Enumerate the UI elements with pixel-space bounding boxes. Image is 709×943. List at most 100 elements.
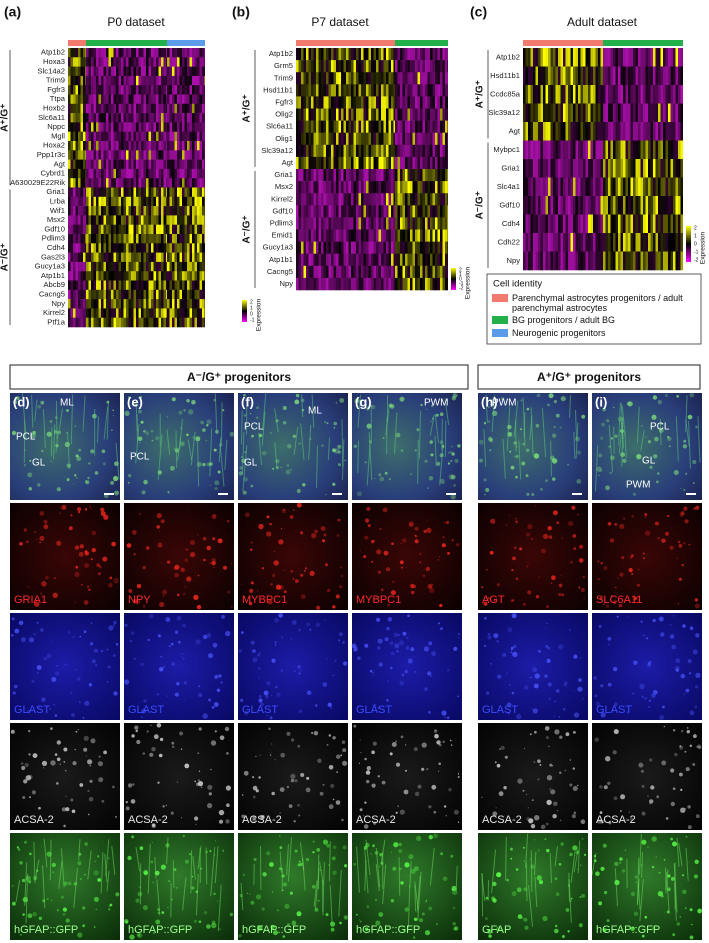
heatmap-cell — [68, 178, 71, 188]
heatmap-cell — [139, 85, 142, 95]
heatmap-cell — [156, 188, 159, 198]
heatmap-cell — [336, 181, 339, 193]
heatmap-cell — [329, 145, 332, 157]
region-label: ML — [308, 406, 322, 417]
heatmap-cell — [571, 252, 574, 271]
panel-letter: (e) — [127, 394, 143, 409]
heatmap-cell — [114, 271, 117, 281]
heatmap-cell — [538, 141, 541, 160]
heatmap-cell — [149, 95, 152, 105]
heatmap-cell — [643, 48, 646, 67]
heatmap-cell — [126, 67, 129, 77]
heatmap-cell — [89, 48, 92, 58]
heatmap-cell — [304, 217, 307, 229]
signal-speck — [24, 528, 27, 531]
heatmap-cell — [596, 104, 599, 123]
heatmap-cell — [166, 178, 167, 188]
heatmap-cell — [376, 121, 379, 133]
heatmap-cell — [296, 60, 299, 72]
heatmap-cell — [192, 57, 195, 67]
signal-speck — [65, 442, 70, 447]
heatmap-cell — [99, 225, 102, 235]
signal-speck — [79, 636, 81, 638]
heatmap-cell — [71, 215, 74, 225]
heatmap-cell — [144, 57, 147, 67]
signal-speck — [332, 736, 335, 739]
heatmap-cell — [336, 217, 339, 229]
heatmap-cell — [386, 266, 389, 278]
heatmap-cell — [381, 84, 384, 96]
heatmap-cell — [149, 188, 152, 198]
heatmap-cell — [156, 206, 159, 216]
heatmap-cell — [202, 197, 205, 207]
heatmap-cell — [202, 95, 205, 105]
heatmap-cell — [425, 109, 428, 121]
heatmap-cell — [351, 48, 354, 60]
heatmap-cell — [136, 318, 139, 328]
heatmap-cell — [430, 48, 433, 60]
heatmap-cell — [116, 122, 119, 132]
heatmap-cell — [197, 76, 200, 86]
signal-speck — [103, 751, 107, 755]
heatmap-cell — [185, 122, 188, 132]
heatmap-cell — [304, 60, 307, 72]
signal-speck — [282, 509, 287, 514]
heatmap-cell — [76, 290, 79, 300]
heatmap-cell — [96, 67, 99, 77]
heatmap-cell — [443, 242, 446, 254]
heatmap-cell — [369, 96, 372, 108]
signal-speck — [41, 581, 46, 586]
heatmap-cell — [430, 266, 433, 278]
heatmap-cell — [598, 48, 601, 67]
heatmap-cell — [182, 85, 185, 95]
gene-label: Atp1b2 — [269, 49, 293, 58]
heatmap-cell — [331, 109, 334, 121]
heatmap-cell — [161, 178, 164, 188]
cluster-bar — [296, 40, 395, 46]
heatmap-cell — [111, 234, 114, 244]
heatmap-cell — [200, 206, 203, 216]
heatmap-cell — [561, 233, 564, 252]
heatmap-cell — [339, 193, 342, 205]
heatmap-cell — [331, 205, 334, 217]
heatmap-cell — [359, 254, 362, 266]
signal-speck — [57, 909, 59, 911]
signal-speck — [201, 787, 202, 788]
heatmap-cell — [329, 48, 332, 60]
heatmap-cell — [413, 96, 416, 108]
signal-speck — [189, 853, 191, 855]
heatmap-cell — [166, 95, 167, 105]
heatmap-cell — [111, 122, 114, 132]
heatmap-cell — [668, 215, 671, 234]
heatmap-cell — [526, 178, 529, 197]
heatmap-cell — [197, 104, 200, 114]
heatmap-cell — [121, 57, 124, 67]
heatmap-cell — [111, 85, 114, 95]
heatmap-cell — [166, 206, 167, 216]
heatmap-cell — [316, 121, 319, 133]
signal-speck — [180, 442, 185, 447]
heatmap-cell — [156, 150, 159, 160]
heatmap-cell — [326, 193, 329, 205]
heatmap-cell — [420, 121, 423, 133]
heatmap-cell — [428, 193, 431, 205]
signal-speck — [71, 713, 75, 717]
heatmap-cell — [371, 121, 374, 133]
heatmap-cell — [146, 104, 149, 114]
heatmap-cell — [445, 230, 448, 242]
heatmap-cell — [351, 121, 354, 133]
heatmap-cell — [678, 215, 681, 234]
heatmap-cell — [319, 96, 322, 108]
heatmap-cell — [593, 67, 596, 86]
heatmap-cell — [81, 206, 84, 216]
heatmap-cell — [349, 217, 352, 229]
heatmap-cell — [661, 159, 664, 178]
signal-speck — [310, 571, 315, 576]
heatmap-cell — [324, 254, 327, 266]
signal-speck — [198, 575, 200, 577]
heatmap-cell — [606, 159, 609, 178]
heatmap-cell — [568, 178, 571, 197]
signal-speck — [72, 761, 76, 765]
heatmap-cell — [563, 141, 566, 160]
heatmap-cell — [139, 215, 142, 225]
